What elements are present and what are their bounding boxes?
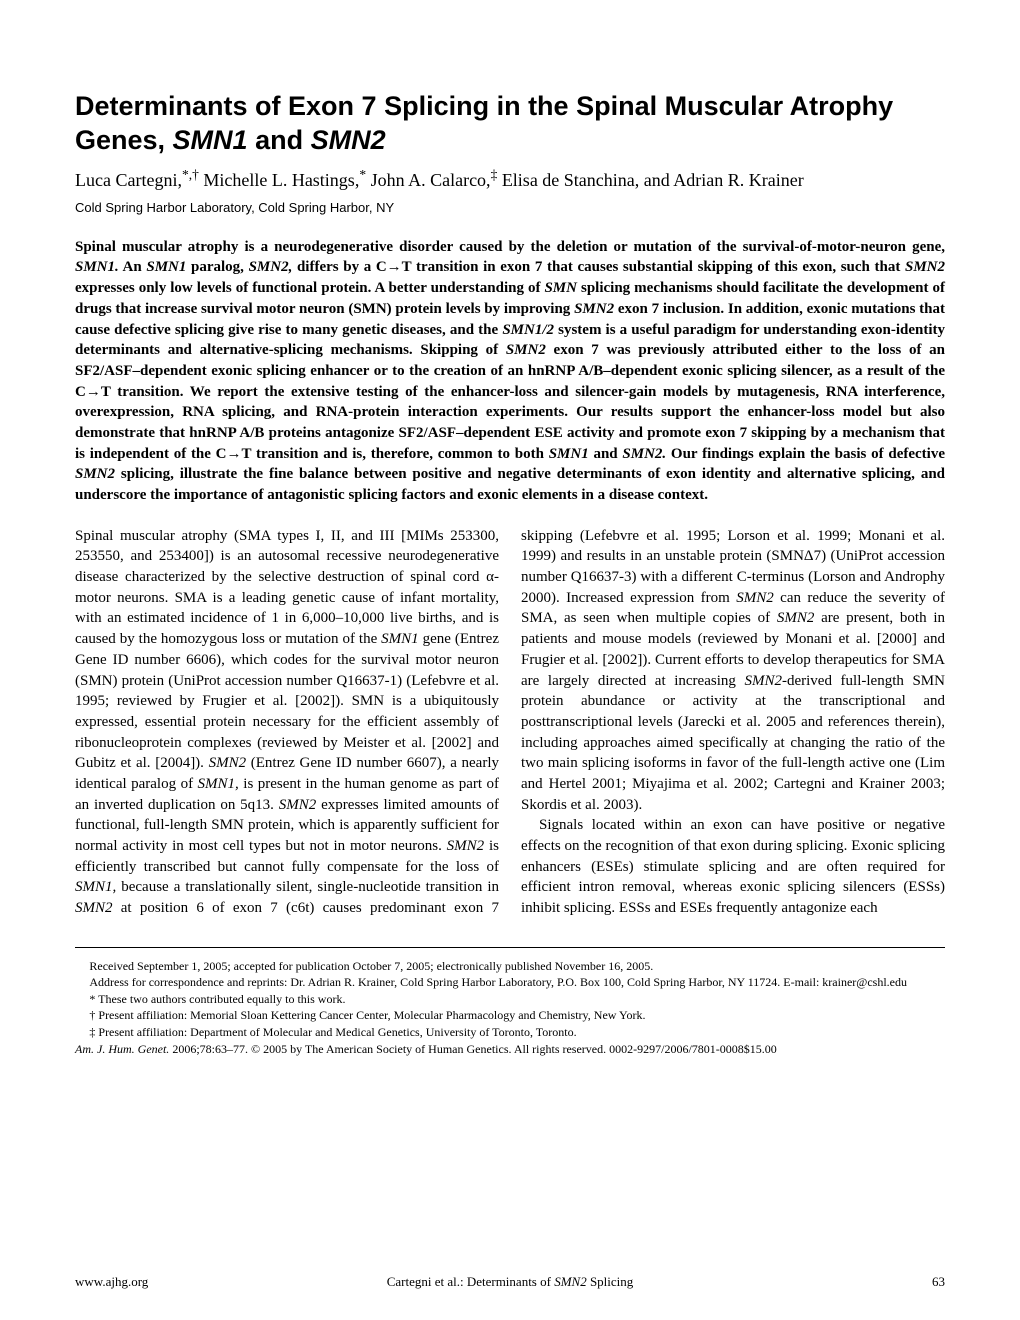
- footnote-ddagger: ‡ Present affiliation: Department of Mol…: [75, 1024, 945, 1041]
- footnote-address: Address for correspondence and reprints:…: [75, 974, 945, 991]
- authors-line: Luca Cartegni,*,† Michelle L. Hastings,*…: [75, 168, 945, 192]
- footnote-rule: [75, 947, 945, 948]
- footnote-dagger: † Present affiliation: Memorial Sloan Ke…: [75, 1007, 945, 1024]
- footer-left-url: www.ajhg.org: [75, 1274, 148, 1290]
- body-paragraph-2: Signals located within an exon can have …: [521, 815, 945, 918]
- body-columns: Spinal muscular atrophy (SMA types I, II…: [75, 526, 945, 919]
- abstract-text: Spinal muscular atrophy is a neurodegene…: [75, 237, 945, 506]
- footnote-star: * These two authors contributed equally …: [75, 991, 945, 1008]
- affiliation-line: Cold Spring Harbor Laboratory, Cold Spri…: [75, 200, 945, 215]
- footnote-journal: Am. J. Hum. Genet. 2006;78:63–77. © 2005…: [75, 1041, 945, 1058]
- page-footer: www.ajhg.org Cartegni et al.: Determinan…: [75, 1274, 945, 1290]
- article-title: Determinants of Exon 7 Splicing in the S…: [75, 90, 945, 158]
- footer-page-number: 63: [932, 1274, 945, 1290]
- footer-center-citation: Cartegni et al.: Determinants of SMN2 Sp…: [75, 1274, 945, 1290]
- footnotes-block: Received September 1, 2005; accepted for…: [75, 958, 945, 1057]
- footnote-received: Received September 1, 2005; accepted for…: [75, 958, 945, 975]
